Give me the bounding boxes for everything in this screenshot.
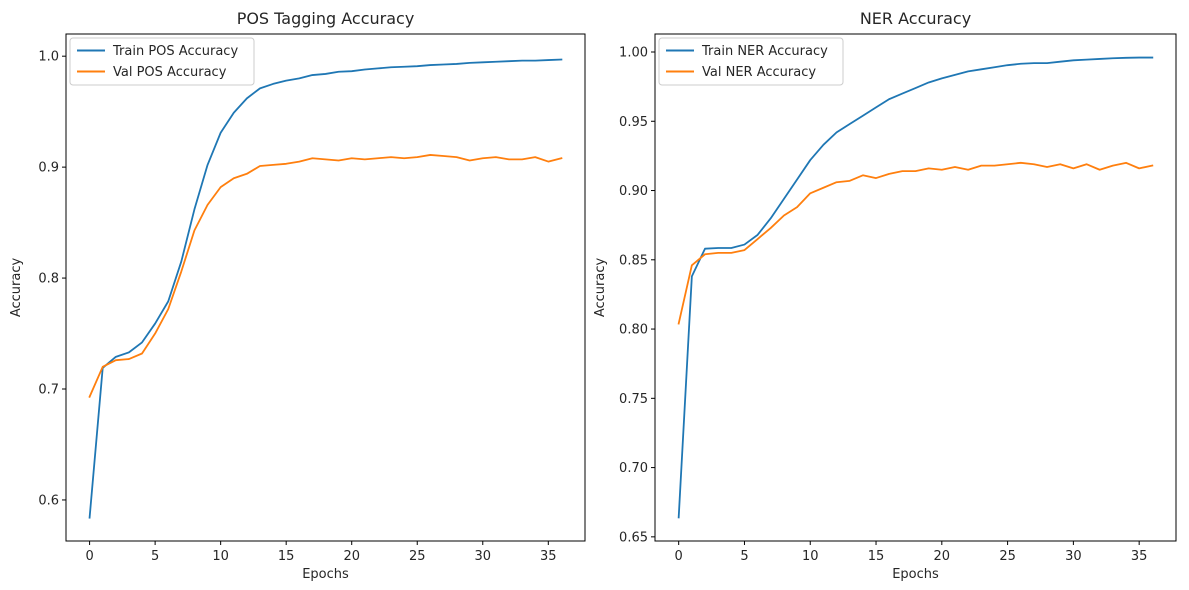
ner-x-tick-label: 15 [868,549,885,564]
ner-y-tick-label: 0.75 [619,392,648,407]
pos-x-tick-label: 25 [409,549,426,564]
pos-y-tick-label: 0.9 [38,161,59,176]
ner-x-tick-label: 10 [802,549,819,564]
ner-x-ticks: 0 5 10 15 20 25 30 35 [675,541,1148,564]
pos-plot-frame [65,33,586,542]
pos-x-tick-label: 15 [278,549,295,564]
ner-series-lines [677,56,1154,519]
pos-y-tick-label: 0.6 [38,493,59,508]
pos-x-ticks: 0 5 10 15 20 25 30 35 [85,541,557,564]
pos-y-tick-label: 0.8 [38,272,59,287]
ner-y-tick-label: 0.95 [619,115,648,130]
pos-series-lines [88,58,563,519]
ner-val-line [677,161,1154,325]
ner-y-axis-label: Accuracy [593,258,608,318]
pos-train-line [88,58,563,519]
pos-x-axis-label: Epochs [302,567,349,582]
pos-accuracy-chart: POS Tagging Accuracy 0.6 0.7 0.8 0.9 1.0 0 5 1… [9,9,586,582]
ner-x-tick-label: 5 [740,549,748,564]
ner-x-tick-label: 20 [934,549,951,564]
pos-x-tick-label: 35 [540,549,557,564]
ner-y-tick-label: 0.85 [619,253,648,268]
ner-y-ticks: 0.65 0.70 0.75 0.80 0.85 0.90 0.95 1.00 [619,46,655,545]
ner-x-tick-label: 30 [1065,549,1082,564]
pos-x-tick-label: 5 [151,549,159,564]
ner-legend-val-label: Val NER Accuracy [702,65,816,80]
ner-legend-train-label: Train NER Accuracy [701,44,828,59]
pos-legend-val-label: Val POS Accuracy [113,65,227,80]
pos-y-tick-label: 1.0 [38,50,59,65]
ner-chart-title: NER Accuracy [860,9,971,28]
pos-y-ticks: 0.6 0.7 0.8 0.9 1.0 [38,50,66,508]
pos-y-axis-label: Accuracy [9,258,24,318]
ner-x-tick-label: 0 [675,549,683,564]
ner-y-tick-label: 0.70 [619,461,648,476]
pos-val-line [88,154,563,398]
pos-x-tick-label: 0 [85,549,93,564]
pos-x-tick-label: 20 [343,549,360,564]
ner-x-tick-label: 25 [999,549,1016,564]
ner-y-tick-label: 1.00 [619,46,648,61]
pos-legend-train-label: Train POS Accuracy [112,44,238,59]
ner-accuracy-chart: NER Accuracy 0.65 0.70 0.75 0.80 0.85 0.90 0.9… [593,9,1177,582]
pos-x-tick-label: 30 [474,549,491,564]
ner-x-tick-label: 35 [1131,549,1148,564]
pos-legend-box [69,37,255,86]
ner-legend-box [658,37,844,86]
ner-plot-frame [654,33,1177,542]
ner-train-line [677,56,1154,519]
ner-legend: Train NER Accuracy Val NER Accuracy [658,37,844,86]
pos-chart-title: POS Tagging Accuracy [237,9,415,28]
ner-y-tick-label: 0.90 [619,184,648,199]
ner-y-tick-label: 0.65 [619,530,648,545]
ner-x-axis-label: Epochs [892,567,939,582]
pos-y-tick-label: 0.7 [38,383,59,398]
ner-y-tick-label: 0.80 [619,323,648,338]
pos-legend: Train POS Accuracy Val POS Accuracy [69,37,255,86]
pos-x-tick-label: 10 [212,549,229,564]
